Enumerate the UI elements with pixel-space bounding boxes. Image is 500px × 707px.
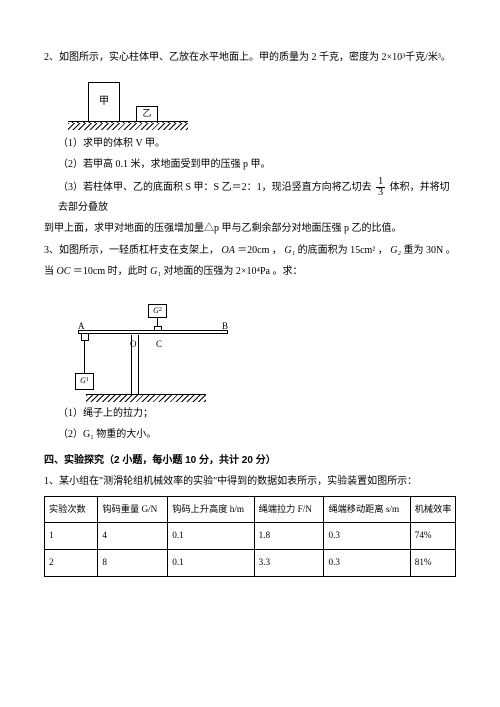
section4-title: 四、实验探究（2 小题，每小题 10 分，共计 20 分） (44, 451, 456, 471)
q3-part2: （2）G₁ 物重的大小。 (44, 425, 456, 445)
td: 1.8 (254, 523, 324, 550)
q2-frac-den: 3 (376, 188, 385, 198)
q2-fig-yi-box: 乙 (136, 106, 158, 122)
q3-g1: G₁ (284, 245, 295, 256)
q3-fig-rope-a (84, 340, 85, 373)
q3-part2-text: （2）G₁ 物重的大小。 (58, 429, 156, 440)
q2-fig-ground (68, 121, 188, 130)
q3-g2: G₂ (390, 245, 401, 256)
q2-stem: 2、如图所示，实心柱体甲、乙放在水平地面上。甲的质量为 2 千克，密度为 2×1… (44, 48, 456, 68)
q2-fig-jia-box: 甲 (88, 82, 120, 122)
q2-part1: （1）求甲的体积 V 甲。 (44, 134, 456, 154)
td: 0.3 (324, 523, 410, 550)
s4-q1-table: 实验次数 钩码重量 G/N 钩码上升高度 h/m 绳端拉力 F/N 绳端移动距离… (44, 496, 456, 578)
q3-fig-ring-a (81, 334, 89, 341)
q3-fig-g2-sub: 2 (159, 305, 162, 317)
q3-oc: OC (57, 266, 73, 277)
th-0: 实验次数 (45, 496, 98, 523)
q3-fig-label-b: B (222, 318, 228, 336)
q2-fig-jia-label: 甲 (99, 92, 109, 112)
td: 0.1 (168, 550, 254, 577)
q3-stem-d: 当 (44, 266, 57, 277)
q3-fig-g1-box: G1 (75, 373, 94, 390)
q3-oc-eq: ＝10cm 时，此时 (73, 266, 150, 277)
table-row: 1 4 0.1 1.8 0.3 74% (45, 523, 456, 550)
td: 2 (45, 550, 98, 577)
q3-stem-b: 的底面积为 15cm² ， (298, 245, 388, 256)
q3-stem-line1: 3、如图所示，一轻质杠杆支在支架上， OA ＝20cm ， G₁ 的底面积为 1… (44, 241, 456, 261)
td: 81% (410, 550, 455, 577)
td: 1 (45, 523, 98, 550)
td: 4 (98, 523, 168, 550)
s4-q1-stem: 1、某小组在"测滑轮组机械效率的实验"中得到的数据如表所示，实验装置如图所示： (44, 472, 456, 492)
q2-part3-a: （3）若柱体甲、乙的底面积 S 甲：S 乙＝2：1，现沿竖直方向将乙切去 (58, 181, 372, 192)
q2-fraction: 1 3 (376, 177, 385, 198)
q2-figure: 甲 乙 (68, 74, 188, 130)
table-header-row: 实验次数 钩码重量 G/N 钩码上升高度 h/m 绳端拉力 F/N 绳端移动距离… (45, 496, 456, 523)
th-4: 绳端移动距离 s/m (324, 496, 410, 523)
th-1: 钩码重量 G/N (98, 496, 168, 523)
q3-stem-c: 重为 30N 。 (404, 245, 456, 256)
th-3: 绳端拉力 F/N (254, 496, 324, 523)
q3-figure: G2 A O C B G1 (68, 286, 238, 402)
q3-stem-e: 对地面的压强为 2×10⁴Pa 。求： (163, 266, 302, 277)
q3-fig-g1-sub: 1 (86, 375, 89, 387)
q3-g1b: G₁ (150, 266, 161, 277)
q3-fig-label-c: C (156, 336, 162, 354)
q3-fig-rope-c (157, 317, 158, 326)
q2-part2: （2）若甲高 0.1 米，求地面受到甲的压强 p 甲。 (44, 155, 456, 175)
q3-fig-beam (78, 330, 228, 334)
td: 8 (98, 550, 168, 577)
q2-part3-line1: （3）若柱体甲、乙的底面积 S 甲：S 乙＝2：1，现沿竖直方向将乙切去 1 3… (44, 177, 456, 218)
td: 74% (410, 523, 455, 550)
q3-fig-ground (86, 394, 206, 402)
q2-part3-line2: 到甲上面，求甲对地面的压强增加量△p 甲与乙剩余部分对地面压强 p 乙的比值。 (44, 219, 456, 239)
q3-stem-line2: 当 OC ＝10cm 时，此时 G₁ 对地面的压强为 2×10⁴Pa 。求： (44, 262, 456, 282)
q3-stem-a: 3、如图所示，一轻质杠杆支在支架上， (44, 245, 219, 256)
q3-oa: OA (222, 245, 238, 256)
td: 3.3 (254, 550, 324, 577)
q3-fig-label-a: A (78, 318, 85, 336)
q3-oa-eq: ＝20cm ， (237, 245, 282, 256)
td: 0.1 (168, 523, 254, 550)
q3-fig-stand (131, 335, 139, 395)
table-row: 2 8 0.1 3.3 0.3 81% (45, 550, 456, 577)
q3-part1: （1）绳子上的拉力； (44, 404, 456, 424)
th-5: 机械效率 (410, 496, 455, 523)
th-2: 钩码上升高度 h/m (168, 496, 254, 523)
td: 0.3 (324, 550, 410, 577)
q3-fig-g2-box: G2 (148, 304, 167, 318)
q2-frac-num: 1 (376, 177, 385, 188)
